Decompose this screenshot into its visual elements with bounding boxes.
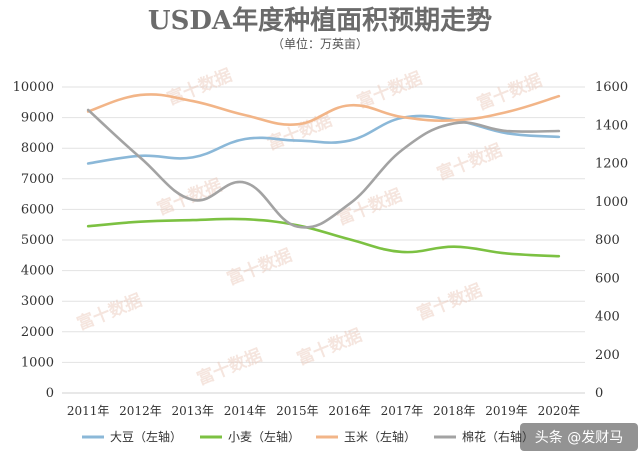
x-tick-label: 2018年 <box>433 404 476 418</box>
x-tick-label: 2012年 <box>119 404 162 418</box>
y-right-tick-label: 1000 <box>595 195 628 210</box>
x-tick-label: 2016年 <box>328 404 371 418</box>
legend-label-wheat: 小麦（左轴） <box>228 429 300 444</box>
x-tick-label: 2011年 <box>67 404 110 418</box>
y-axis-left: 0 1000 2000 3000 4000 5000 6000 7000 8000 9000 100… <box>13 80 54 401</box>
x-tick-label: 2020年 <box>538 404 581 418</box>
y-left-tick-label: 4000 <box>21 264 54 279</box>
legend-label-soybean: 大豆（左轴） <box>110 429 182 444</box>
watermark-text: 富十数据 <box>74 290 145 335</box>
legend-label-corn: 玉米（左轴） <box>344 429 416 444</box>
y-right-tick-label: 200 <box>595 348 620 363</box>
credit-background <box>520 423 638 451</box>
credit-badge: 头条 @发财马 <box>520 423 638 451</box>
x-tick-label: 2015年 <box>276 404 319 418</box>
credit-text: 头条 @发财马 <box>535 429 623 446</box>
y-left-tick-label: 5000 <box>21 233 54 248</box>
x-tick-label: 2019年 <box>485 404 528 418</box>
y-right-tick-label: 600 <box>595 271 620 286</box>
y-right-tick-label: 1600 <box>595 80 628 95</box>
y-left-tick-label: 8000 <box>21 141 54 156</box>
y-left-tick-label: 1000 <box>21 355 54 370</box>
y-left-tick-label: 0 <box>46 386 54 401</box>
x-tick-label: 2013年 <box>171 404 214 418</box>
x-tick-label: 2017年 <box>381 404 424 418</box>
y-left-tick-label: 6000 <box>21 202 54 217</box>
y-right-tick-label: 800 <box>595 233 620 248</box>
y-left-tick-label: 2000 <box>21 325 54 340</box>
series-line-cotton <box>86 108 561 229</box>
chart-title: USDA年度种植面积预期走势 <box>148 5 492 36</box>
legend: 大豆（左轴） 小麦（左轴） 玉米（左轴） 棉花（右轴） <box>82 429 534 444</box>
y-axis-right: 0 200 400 600 800 1000 1200 1400 1600 <box>595 80 628 401</box>
series-lines <box>86 93 561 258</box>
y-left-tick-label: 3000 <box>21 294 54 309</box>
legend-label-cotton: 棉花（右轴） <box>462 429 534 444</box>
series-line-corn <box>86 93 561 126</box>
y-right-tick-label: 1400 <box>595 118 628 133</box>
y-right-tick-label: 0 <box>595 386 603 401</box>
watermark-text: 富十数据 <box>194 345 265 390</box>
watermark-text: 富十数据 <box>474 70 545 115</box>
series-line-wheat <box>86 217 561 258</box>
chart-subtitle: （单位：万英亩） <box>272 36 368 51</box>
y-left-tick-label: 9000 <box>21 111 54 126</box>
y-right-tick-label: 1200 <box>595 157 628 172</box>
watermark-text: 富十数据 <box>434 140 505 185</box>
watermark-text: 富十数据 <box>414 280 485 325</box>
x-axis: 2011年 2012年 2013年 2014年 2015年 2016年 2017年 2018年… <box>67 404 580 418</box>
watermark-text: 富十数据 <box>224 245 295 290</box>
y-right-tick-label: 400 <box>595 310 620 325</box>
x-tick-label: 2014年 <box>224 404 267 418</box>
y-left-tick-label: 10000 <box>13 80 54 95</box>
gridlines <box>62 86 585 394</box>
y-left-tick-label: 7000 <box>21 172 54 187</box>
